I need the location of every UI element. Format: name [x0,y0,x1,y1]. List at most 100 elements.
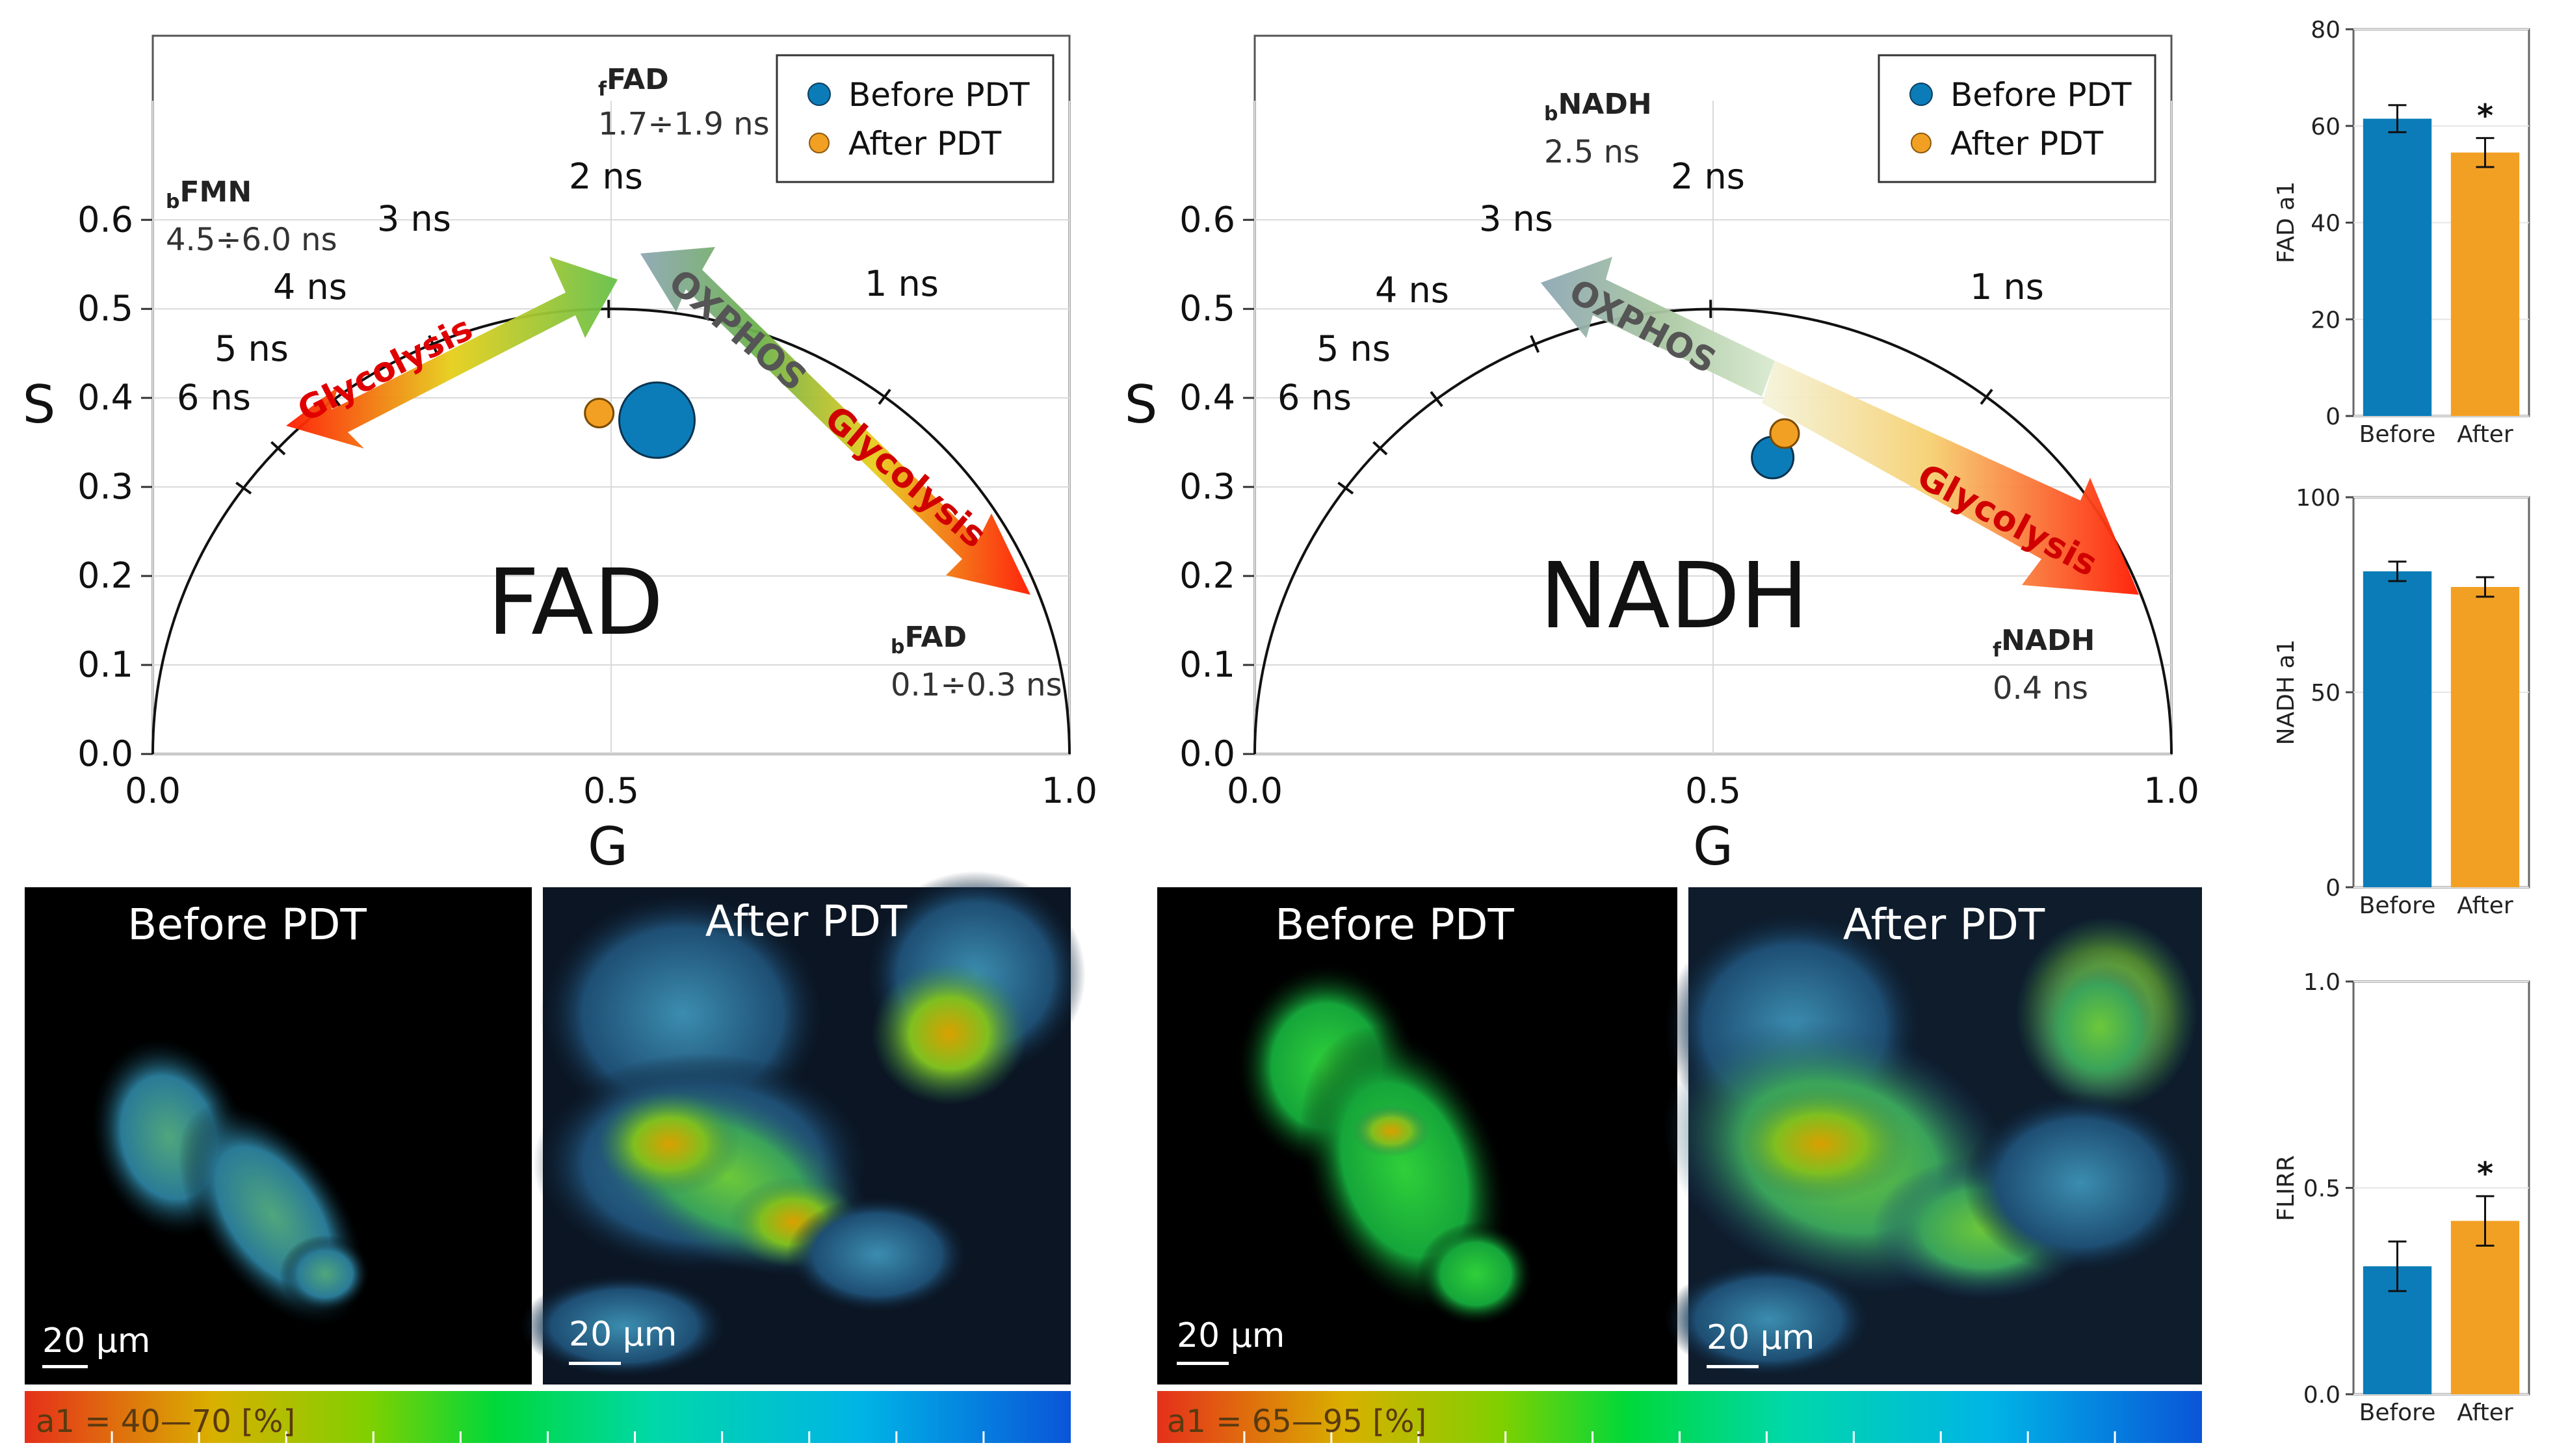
fad-lifetime-tick [235,482,252,495]
fad-before-title: Before PDT [127,900,367,950]
nadh-y-tick-label: 0.4 [1179,377,1235,418]
nadh-after-title: After PDT [1843,900,2045,950]
fad-a1-y-tick-label: 80 [2311,17,2340,44]
fad-lifetime-label-4ns: 4 ns [273,266,347,307]
fad-before-image-panel: Before PDT 20 µm [25,887,532,1384]
nadh-a1-bar-chart: NADH a1 0 50 100 Before After [2273,485,2530,919]
legend-before-label: Before PDT [1950,76,2132,114]
svg-text:bFAD: bFAD [891,621,967,658]
fad-before-cell [88,1035,371,1330]
svg-text:fFAD: fFAD [598,63,669,101]
fad-a1-y-label: FAD a1 [2273,181,2299,263]
flirr-category-label: Before [2359,1399,2436,1426]
nadh-colorbar-label: a1 = 65—95 [%] [1167,1403,1426,1440]
fad-y-axis-label: S [23,374,56,435]
nadh-y-tick-label: 0.3 [1179,466,1235,507]
svg-text:2.5 ns: 2.5 ns [1544,134,1640,170]
nadh-lifetime-label-1ns: 1 ns [1970,266,2044,307]
fad-y-tick-label: 0.4 [77,377,133,418]
svg-text:1.7÷1.9 ns: 1.7÷1.9 ns [598,106,770,142]
legend-after-label: After PDT [848,125,1002,162]
fad-colorbar-ticks [111,1431,985,1443]
fad-after-title: After PDT [705,896,908,946]
fad-a1-category-label: Before [2359,421,2436,448]
nadh-a1-y-tick-label: 0 [2326,875,2340,902]
fad-a1-bar-after [2450,152,2520,416]
nadh-before-scale-label: 20 µm [1177,1316,1285,1355]
nadh-colorbar-ticks [1243,1431,2116,1443]
nadh-after-image-panel: After PDT 20 µm [1663,887,2202,1384]
fad-a1-y-tick-label: 20 [2311,307,2340,333]
fad-lifetime-tick [270,441,286,456]
nadh-lifetime-label-3ns: 3 ns [1479,198,1553,239]
nadh-before-cell [1235,962,1534,1326]
fad-lifetime-label-2ns: 2 ns [569,156,643,197]
flirr-y-label: FLIRR [2273,1155,2299,1221]
scale-bar-icon [569,1362,621,1365]
nadh-x-tick-labels: 0.0 0.5 1.0 [1227,770,2199,811]
fad-annotation-free-fad: fFAD 1.7÷1.9 ns [598,63,770,142]
fad-after-point [584,397,615,428]
nadh-y-tick-label: 0.6 [1179,199,1235,240]
fad-lifetime-label-3ns: 3 ns [377,198,451,239]
nadh-a1-bar-after [2450,587,2520,887]
fad-y-tick-label: 0.6 [77,199,133,240]
flirr-bar-after [2450,1221,2520,1394]
nadh-y-tick-label: 0.2 [1179,555,1235,596]
fad-before-point [618,381,696,459]
fad-lifetime-tick [878,389,891,405]
svg-text:bFMN: bFMN [166,176,252,213]
nadh-x-axis-label: G [1693,816,1733,877]
legend-before-marker [1909,83,1933,106]
flirr-y-tick-label: 0.5 [2303,1176,2340,1202]
nadh-a1-category-label: After [2457,892,2513,919]
fad-lifetime-label-5ns: 5 ns [215,328,289,369]
svg-text:fNADH: fNADH [1993,624,2095,662]
nadh-legend: Before PDT After PDT [1878,54,2156,183]
fad-after-scale-label: 20 µm [569,1315,677,1354]
fad-colorbar: a1 = 40—70 [%] [25,1391,1071,1443]
nadh-lifetime-tick [1530,335,1540,353]
flirr-y-tick-label: 0.0 [2303,1382,2340,1409]
fad-y-tick-label: 0.2 [77,555,133,596]
fad-a1-significance-marker: * [2477,98,2493,134]
scale-bar-icon [1707,1365,1759,1368]
nadh-after-point [1769,418,1800,449]
fad-a1-bar-before [2363,118,2432,416]
fad-after-image-panel: After PDT 20 µm [520,871,1086,1384]
fad-colorbar-label: a1 = 40—70 [%] [36,1403,295,1440]
fad-before-scale-label: 20 µm [42,1321,150,1360]
nadh-big-label: NADH [1539,543,1809,649]
fad-data-points [584,381,696,459]
fad-after-cells [520,871,1086,1378]
nadh-colorbar: a1 = 65—95 [%] [1157,1391,2202,1443]
nadh-annotation-bound-nadh: bNADH 2.5 ns [1544,88,1652,170]
fad-x-tick-label: 0.0 [125,770,181,811]
nadh-annotation-free-nadh: fNADH 0.4 ns [1993,624,2095,707]
nadh-lifetime-tick [1430,391,1443,408]
legend-after-label: After PDT [1950,125,2104,162]
nadh-before-image-panel: Before PDT 20 µm [1157,887,1677,1384]
nadh-a1-y-label: NADH a1 [2273,640,2299,746]
nadh-y-tick-label: 0.0 [1179,733,1235,774]
nadh-y-axis-label: S [1125,374,1158,435]
nadh-a1-category-label: Before [2359,892,2436,919]
nadh-y-tick-label: 0.5 [1179,288,1235,329]
fad-x-tick-label: 0.5 [583,770,639,811]
fad-phasor-semicircle [151,307,1071,755]
fad-lifetime-tick [428,335,438,353]
nadh-before-title: Before PDT [1275,900,1514,950]
nadh-x-tick-label: 0.0 [1227,770,1283,811]
legend-before-marker [807,83,831,106]
nadh-lifetime-tick [1337,482,1354,495]
nadh-lifetime-tick [1980,389,1993,405]
nadh-lifetime-label-5ns: 5 ns [1317,328,1391,369]
nadh-x-tick-label: 0.5 [1685,770,1741,811]
legend-before-label: Before PDT [848,76,1030,114]
nadh-a1-y-tick-label: 100 [2296,485,2340,512]
nadh-lifetime-label-4ns: 4 ns [1375,270,1449,311]
fad-legend: Before PDT After PDT [776,54,1055,183]
fad-annotation-bound-fmn: bFMN 4.5÷6.0 ns [166,176,337,258]
fad-y-tick-label: 0.1 [77,644,133,685]
